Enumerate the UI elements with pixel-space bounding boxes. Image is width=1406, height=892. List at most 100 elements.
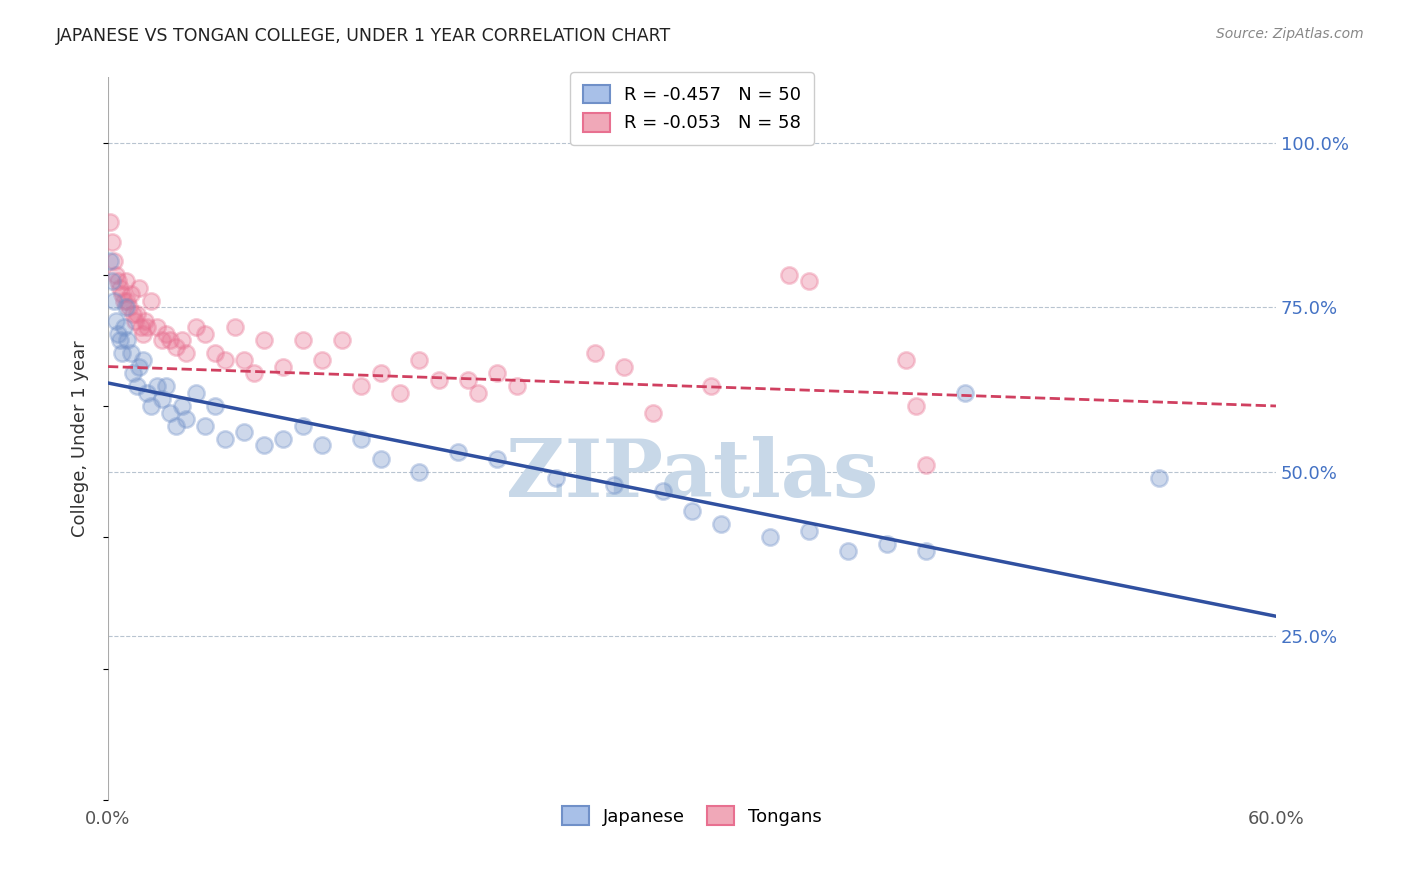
Point (124, 313, 146, 327)
Point (139, 293, 162, 308)
Point (837, 543, 859, 558)
Point (132, 353, 155, 368)
Point (101, 235, 124, 249)
Point (370, 451, 392, 466)
Point (311, 438, 333, 452)
Point (127, 379, 149, 393)
Point (427, 373, 450, 387)
Point (139, 399, 162, 413)
Point (953, 385, 976, 400)
Point (120, 287, 142, 301)
Point (155, 379, 177, 393)
Text: JAPANESE VS TONGAN COLLEGE, UNDER 1 YEAR CORRELATION CHART: JAPANESE VS TONGAN COLLEGE, UNDER 1 YEAR… (56, 27, 672, 45)
Point (613, 359, 636, 374)
Point (128, 281, 150, 295)
Point (103, 293, 125, 308)
Point (184, 385, 207, 400)
Point (129, 320, 152, 334)
Point (117, 333, 139, 347)
Point (311, 353, 333, 368)
Point (110, 287, 132, 301)
Point (107, 326, 129, 341)
Point (797, 274, 820, 288)
Point (114, 274, 136, 288)
Point (127, 307, 149, 321)
Point (110, 346, 132, 360)
Point (388, 385, 411, 400)
Point (107, 274, 129, 288)
Point (145, 379, 167, 393)
Point (122, 307, 145, 321)
Point (145, 320, 167, 334)
Text: ZIPatlas: ZIPatlas (506, 436, 879, 514)
Point (204, 399, 226, 413)
Point (224, 320, 246, 334)
Point (603, 478, 626, 492)
Point (710, 517, 733, 532)
Point (104, 313, 127, 327)
Point (184, 320, 207, 334)
Point (214, 353, 236, 368)
Point (214, 432, 236, 446)
Point (117, 293, 139, 308)
Point (128, 359, 150, 374)
Point (778, 268, 800, 282)
Point (253, 333, 276, 347)
Point (904, 399, 927, 413)
Point (457, 373, 479, 387)
Point (98, 215, 121, 229)
Point (122, 366, 145, 380)
Point (894, 353, 917, 368)
Point (159, 405, 181, 419)
Point (165, 340, 187, 354)
Point (486, 451, 509, 466)
Point (271, 359, 294, 374)
Point (152, 392, 174, 407)
Point (118, 301, 141, 315)
Point (350, 379, 373, 393)
Point (1147, 471, 1170, 485)
Point (651, 484, 673, 499)
Point (271, 432, 294, 446)
Point (108, 333, 131, 347)
Point (132, 326, 155, 341)
Point (447, 445, 470, 459)
Point (233, 425, 256, 440)
Point (506, 379, 529, 393)
Point (486, 366, 509, 380)
Point (134, 313, 156, 327)
Point (370, 366, 392, 380)
Point (700, 379, 723, 393)
Point (291, 333, 314, 347)
Point (120, 346, 142, 360)
Y-axis label: College, Under 1 year: College, Under 1 year (72, 341, 89, 537)
Point (170, 333, 193, 347)
Point (135, 320, 157, 334)
Point (681, 504, 703, 518)
Point (914, 543, 936, 558)
Point (194, 418, 217, 433)
Point (103, 254, 125, 268)
Point (204, 346, 226, 360)
Point (108, 281, 131, 295)
Text: Source: ZipAtlas.com: Source: ZipAtlas.com (1216, 27, 1364, 41)
Point (98, 254, 121, 268)
Point (759, 530, 782, 544)
Point (112, 320, 135, 334)
Point (155, 326, 177, 341)
Point (408, 353, 430, 368)
Point (159, 333, 181, 347)
Point (104, 268, 127, 282)
Point (174, 412, 197, 426)
Point (152, 333, 174, 347)
Point (291, 418, 314, 433)
Point (101, 274, 124, 288)
Point (112, 293, 135, 308)
Legend: Japanese, Tongans: Japanese, Tongans (553, 797, 831, 835)
Point (165, 418, 187, 433)
Point (194, 326, 217, 341)
Point (583, 346, 606, 360)
Point (544, 471, 567, 485)
Point (174, 346, 197, 360)
Point (114, 301, 136, 315)
